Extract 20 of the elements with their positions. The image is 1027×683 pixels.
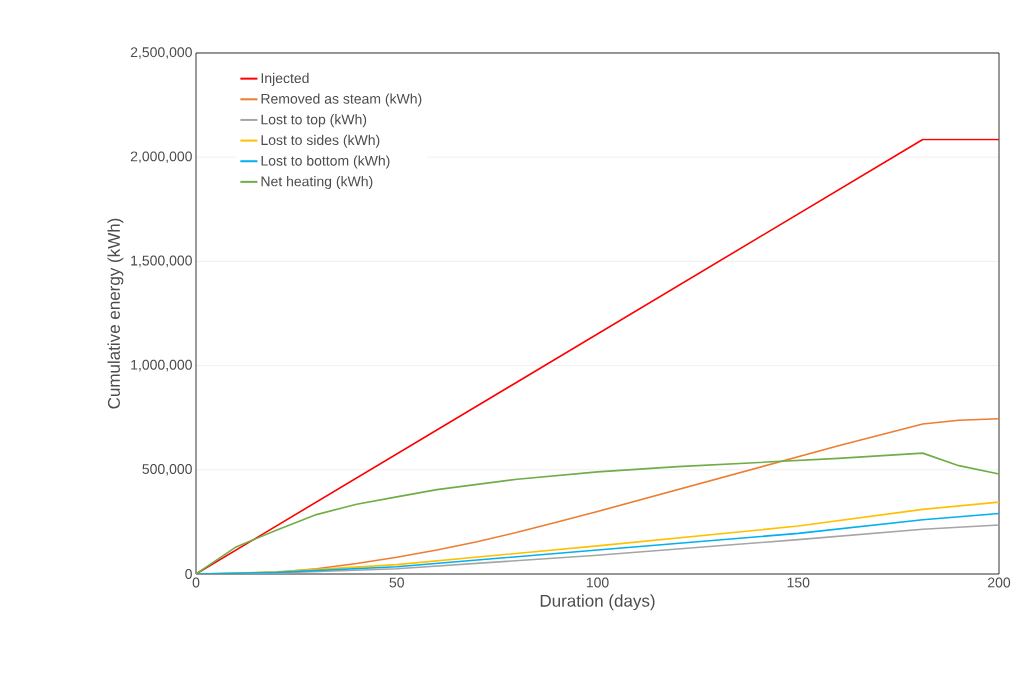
x-tick-label: 50 <box>389 577 404 588</box>
x-tick-label: 0 <box>192 577 200 588</box>
y-axis-title: Cumulative energy (kWh) <box>107 218 124 409</box>
y-tick-label: 1,000,000 <box>131 359 192 372</box>
y-tick-label: 1,500,000 <box>131 255 192 268</box>
x-tick-label: 150 <box>787 577 810 588</box>
y-tick-label: 500,000 <box>142 464 192 476</box>
x-axis-title: Duration (days) <box>540 594 655 611</box>
y-tick-label: 2,500,000 <box>130 47 192 59</box>
x-tick-label: 200 <box>988 577 1011 588</box>
legend-label: Lost to bottom (kWh) <box>261 155 390 169</box>
y-tick-label: 2,000,000 <box>130 151 192 163</box>
legend-label: Net heating (kWh) <box>261 176 373 190</box>
x-tick-label: 100 <box>586 577 609 588</box>
legend-label: Injected <box>261 72 309 86</box>
y-tick-label: 0 <box>185 569 192 579</box>
legend-label: Lost to sides (kWh) <box>261 134 380 148</box>
line-series <box>196 512 1000 574</box>
legend-label: Removed as steam (kWh) <box>261 93 422 107</box>
legend-label: Lost to top (kWh) <box>261 114 367 128</box>
